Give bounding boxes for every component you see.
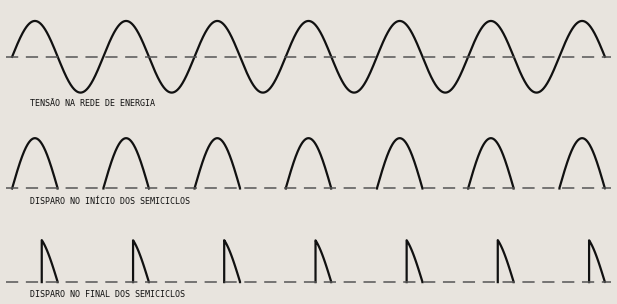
Text: DISPARO NO FINAL DOS SEMICICLOS: DISPARO NO FINAL DOS SEMICICLOS bbox=[30, 290, 185, 299]
Text: TENSÃO NA REDE DE ENERGIA: TENSÃO NA REDE DE ENERGIA bbox=[30, 99, 155, 108]
Text: DISPARO NO INÍCIO DOS SEMICICLOS: DISPARO NO INÍCIO DOS SEMICICLOS bbox=[30, 197, 190, 206]
